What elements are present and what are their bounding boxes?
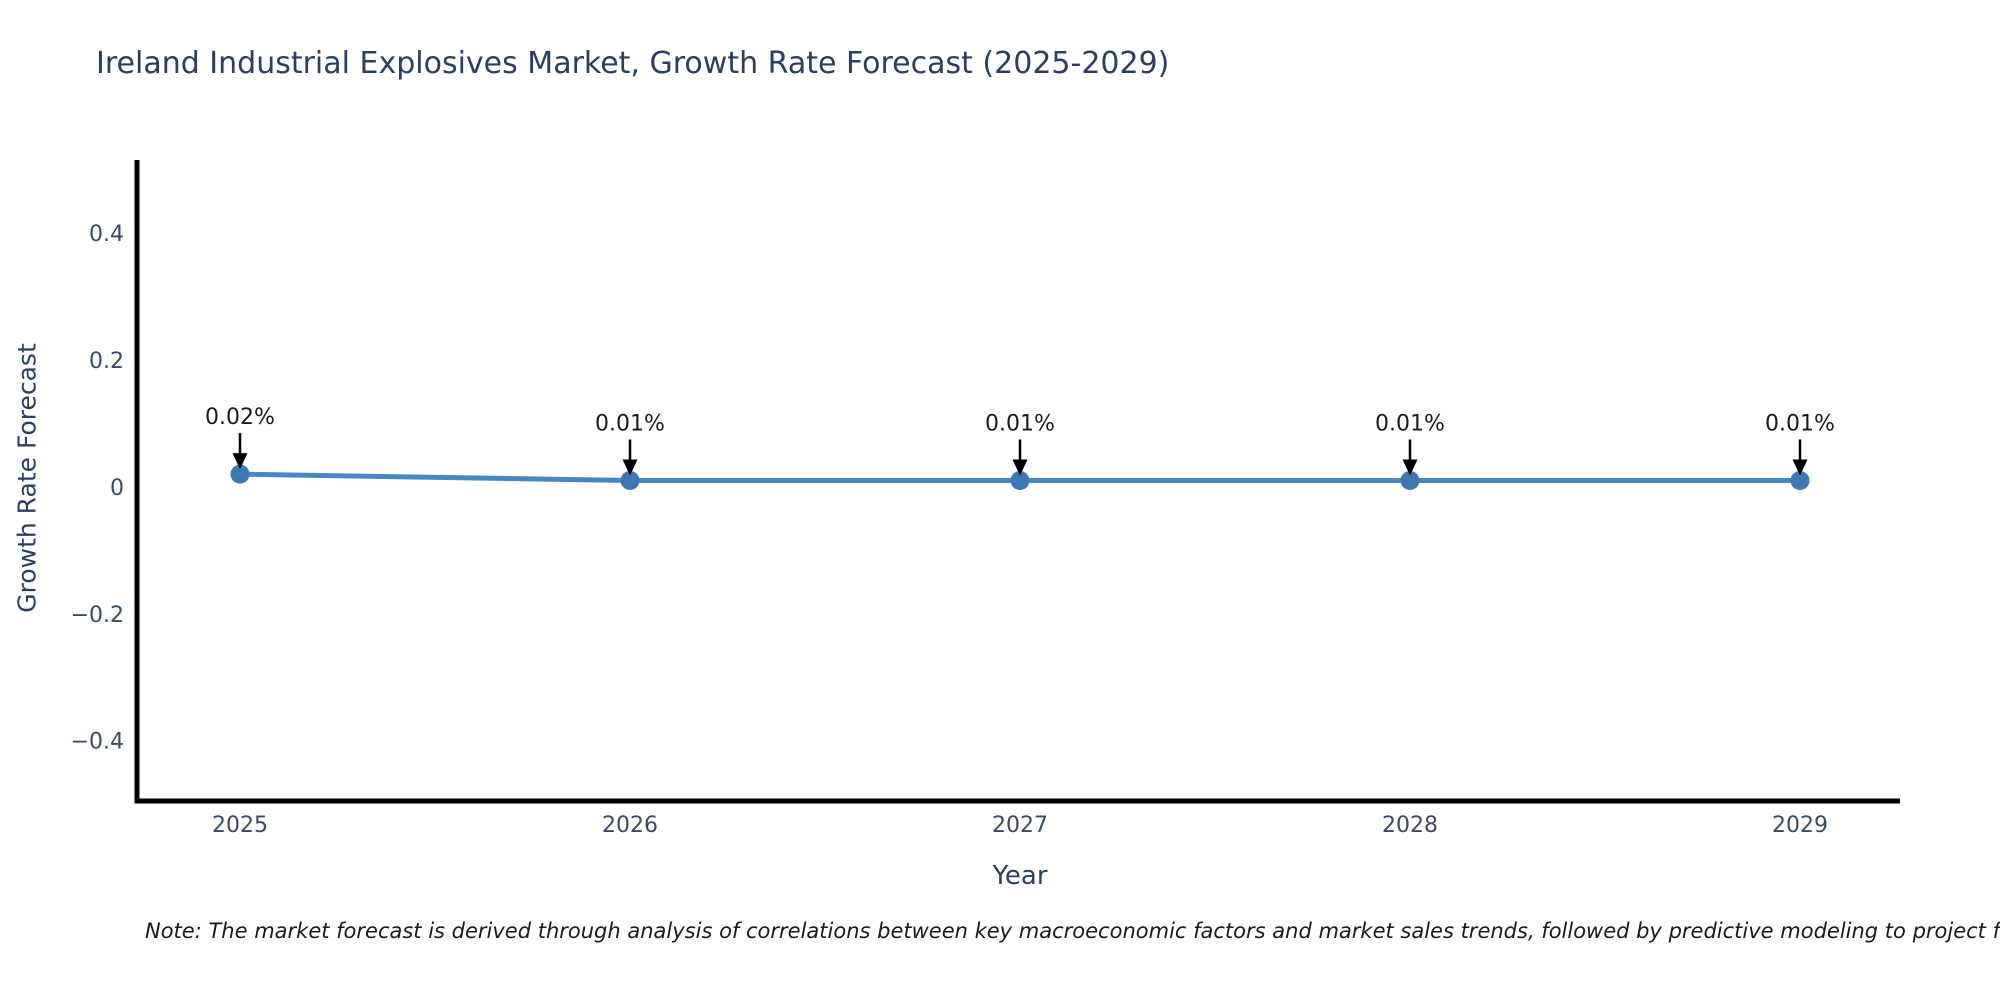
annotation-arrowhead-icon xyxy=(622,459,638,476)
annotation-arrowhead-icon xyxy=(1402,459,1418,476)
point-annotation-label: 0.02% xyxy=(205,405,275,430)
data-point-marker[interactable] xyxy=(1790,471,1810,490)
point-annotation-label: 0.01% xyxy=(985,412,1055,437)
x-tick-label: 2026 xyxy=(602,813,658,838)
y-tick-label: −0.2 xyxy=(71,603,124,628)
x-tick-label: 2025 xyxy=(212,813,268,838)
annotation-arrowhead-icon xyxy=(1012,459,1028,476)
point-annotation-label: 0.01% xyxy=(1765,412,1835,437)
data-point-marker[interactable] xyxy=(620,471,640,490)
y-tick-label: 0.4 xyxy=(89,222,124,247)
data-point-marker[interactable] xyxy=(1010,471,1030,490)
annotation-arrowhead-icon xyxy=(1792,459,1808,476)
y-tick-label: 0.2 xyxy=(89,349,124,374)
x-tick-label: 2027 xyxy=(992,813,1048,838)
x-axis-title: Year xyxy=(992,861,1048,891)
x-tick-label: 2029 xyxy=(1772,813,1828,838)
point-annotation-label: 0.01% xyxy=(1375,412,1445,437)
footnote: Note: The market forecast is derived thr… xyxy=(145,919,2000,943)
y-tick-label: 0 xyxy=(110,476,124,501)
point-annotation-label: 0.01% xyxy=(595,412,665,437)
annotation-arrowhead-icon xyxy=(232,453,248,470)
data-point-marker[interactable] xyxy=(1400,471,1420,490)
y-tick-label: −0.4 xyxy=(71,730,124,755)
x-tick-label: 2028 xyxy=(1382,813,1438,838)
data-point-marker[interactable] xyxy=(230,464,250,484)
chart-title: Ireland Industrial Explosives Market, Gr… xyxy=(96,46,1170,81)
